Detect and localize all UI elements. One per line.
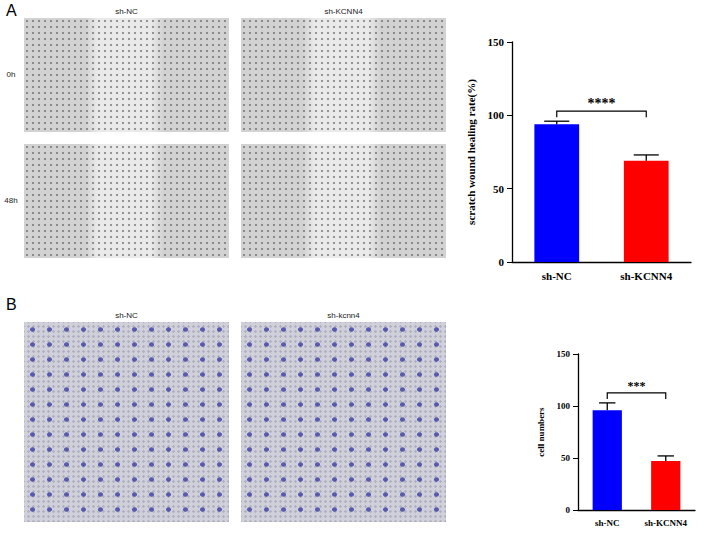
svg-text:scratch wound healing rate(%): scratch wound healing rate(%) [465, 79, 478, 225]
html-text:sh-NC: sh-NC [115, 311, 138, 320]
html-text:0h: 0h [6, 70, 16, 79]
svg-text:100: 100 [557, 401, 571, 411]
svg-text:sh-NC: sh-NC [542, 270, 572, 282]
svg-text:sh-KCNN4: sh-KCNN4 [620, 270, 672, 282]
svg-text:50: 50 [493, 183, 505, 195]
svg-text:150: 150 [488, 36, 505, 48]
svg-text:***: *** [628, 379, 646, 393]
html-text:sh-kcnn4: sh-kcnn4 [327, 311, 360, 320]
html-text:sh-KCNN4: sh-KCNN4 [324, 7, 363, 16]
html-text:A: A [6, 2, 17, 19]
svg-text:0: 0 [566, 505, 571, 515]
html-text:B: B [6, 296, 17, 313]
svg-text:50: 50 [561, 453, 571, 463]
svg-text:sh-KCNN4: sh-KCNN4 [644, 518, 687, 528]
html-text:sh-NC: sh-NC [115, 7, 138, 16]
svg-text:100: 100 [488, 109, 505, 121]
svg-text:sh-NC: sh-NC [595, 518, 620, 528]
svg-text:****: **** [588, 96, 616, 111]
svg-text:150: 150 [557, 349, 571, 359]
svg-text:cell numbers: cell numbers [536, 407, 546, 457]
html-text:48h: 48h [4, 196, 18, 205]
svg-text:0: 0 [499, 256, 505, 268]
